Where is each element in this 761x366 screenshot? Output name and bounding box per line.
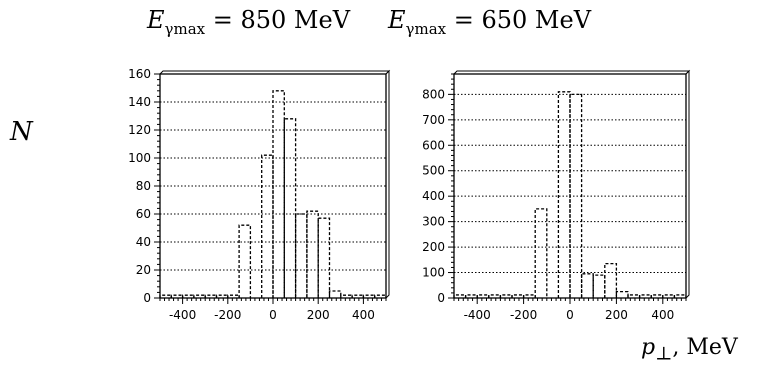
x-tick-label: 0 [269, 308, 277, 322]
histogram-panel-right: 0 100 200 300 400 500 600 700 800 -400 -200 0 200 400 [422, 69, 691, 322]
y-tick-label: 800 [422, 87, 445, 101]
y-tick-label: 0 [143, 291, 151, 305]
histogram-bar [534, 208, 548, 298]
title-right: Eγmax = 650 MeV [388, 6, 592, 38]
y-tick-label: 700 [422, 113, 445, 127]
histogram-bar [294, 213, 308, 298]
x-tick-label: -400 [169, 308, 196, 322]
y-axis-label: N [10, 117, 33, 147]
x-tick-label: -200 [510, 308, 537, 322]
histogram-bar [283, 118, 297, 298]
y-tick-label: 100 [128, 151, 151, 165]
x-tick-label: 0 [566, 308, 574, 322]
x-tick-label: 200 [605, 308, 628, 322]
histogram-bar [306, 210, 319, 298]
histogram-bar [569, 93, 583, 298]
x-tick-label: 400 [651, 308, 674, 322]
histogram-bar [604, 262, 618, 298]
histogram-bar [238, 224, 252, 298]
y-tick-label: 60 [136, 207, 151, 221]
y-tick-label: 140 [128, 95, 151, 109]
y-tick-label: 600 [422, 138, 445, 152]
y-tick-label: 0 [437, 291, 445, 305]
histogram-bar [557, 91, 571, 298]
histogram-bar [272, 90, 285, 298]
y-tick-label: 40 [136, 235, 151, 249]
y-tick-label: 160 [128, 67, 151, 81]
x-tick-label: 200 [307, 308, 330, 322]
y-tick-label: 300 [422, 215, 445, 229]
y-tick-label: 100 [422, 266, 445, 280]
y-tick-label: 80 [136, 179, 151, 193]
y-tick-label: 500 [422, 164, 445, 178]
y-tick-label: 400 [422, 189, 445, 203]
histogram-bar [261, 154, 274, 298]
x-tick-label: -200 [214, 308, 241, 322]
title-left: Eγmax = 850 MeV [147, 6, 351, 38]
y-tick-label: 20 [136, 263, 151, 277]
histogram-bar [615, 290, 629, 298]
histogram-panel-left: 0 20 40 60 80 100 120 140 160 -400 -200 0 200 400 [128, 67, 391, 322]
x-axis-label: p⊥, MeV [641, 335, 738, 365]
histogram-bar [328, 290, 342, 298]
x-tick-label: 400 [352, 308, 375, 322]
histogram-bar [317, 217, 331, 298]
y-tick-label: 200 [422, 240, 445, 254]
y-tick-label: 120 [128, 123, 151, 137]
x-tick-label: -400 [464, 308, 491, 322]
histogram-bar [580, 273, 594, 298]
histogram-bar [592, 274, 606, 298]
